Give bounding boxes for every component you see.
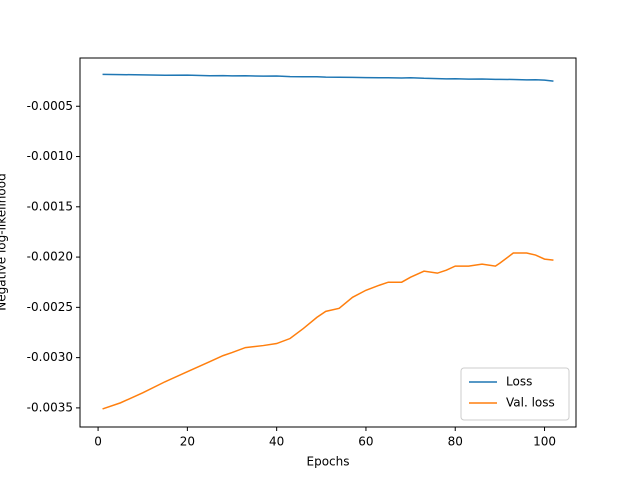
- legend-box: [460, 367, 570, 421]
- y-tick-label: -0.0005: [27, 99, 73, 113]
- x-tick-label: 20: [180, 435, 195, 449]
- line-series: [102, 252, 554, 410]
- line-series: [102, 73, 554, 82]
- x-tick-label: 60: [358, 435, 373, 449]
- legend-label: Val. loss: [506, 396, 555, 410]
- y-tick-label: -0.0035: [27, 400, 73, 414]
- y-tick-label: -0.0030: [27, 350, 73, 364]
- y-tick-label: -0.0015: [27, 199, 73, 213]
- x-axis-label: Epochs: [307, 455, 350, 469]
- x-tick-label: 40: [269, 435, 284, 449]
- y-tick-label: -0.0025: [27, 300, 73, 314]
- x-tick-label: 0: [94, 435, 102, 449]
- legend-label: Loss: [506, 375, 532, 389]
- plot-frame: [79, 57, 577, 428]
- y-tick-label: -0.0010: [27, 149, 73, 163]
- x-tick-label: 100: [533, 435, 556, 449]
- y-tick-label: -0.0020: [27, 250, 73, 264]
- y-axis-label: Negative log-likelihood: [0, 173, 9, 310]
- x-tick-label: 80: [448, 435, 463, 449]
